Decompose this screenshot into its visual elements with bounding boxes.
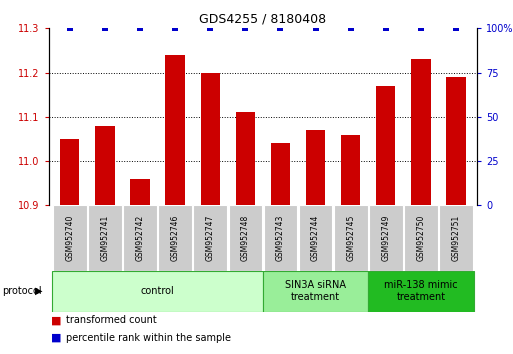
Text: GSM952742: GSM952742 xyxy=(135,215,145,261)
Text: ■: ■ xyxy=(51,315,62,325)
Text: GSM952740: GSM952740 xyxy=(65,215,74,261)
Text: GSM952741: GSM952741 xyxy=(101,215,109,261)
Text: control: control xyxy=(141,286,174,296)
Bar xyxy=(263,271,368,312)
Point xyxy=(66,25,74,31)
Text: GSM952746: GSM952746 xyxy=(171,215,180,261)
Bar xyxy=(88,205,122,271)
Text: ▶: ▶ xyxy=(34,286,42,296)
Text: ■: ■ xyxy=(51,333,62,343)
Bar xyxy=(60,139,80,205)
Text: GSM952751: GSM952751 xyxy=(451,215,461,261)
Point xyxy=(206,25,214,31)
Bar xyxy=(95,126,114,205)
Point xyxy=(382,25,390,31)
Point xyxy=(311,25,320,31)
Point xyxy=(136,25,144,31)
Bar xyxy=(123,205,157,271)
Bar xyxy=(306,130,325,205)
Text: GSM952743: GSM952743 xyxy=(276,215,285,261)
Bar xyxy=(369,205,403,271)
Point xyxy=(101,25,109,31)
Point xyxy=(417,25,425,31)
Text: transformed count: transformed count xyxy=(66,315,156,325)
Bar xyxy=(411,59,430,205)
Text: GSM952750: GSM952750 xyxy=(417,215,425,261)
Text: protocol: protocol xyxy=(3,286,42,296)
Bar xyxy=(404,205,438,271)
Point xyxy=(241,25,249,31)
Text: miR-138 mimic
treatment: miR-138 mimic treatment xyxy=(384,280,458,302)
Bar xyxy=(376,86,396,205)
Point xyxy=(347,25,355,31)
Bar xyxy=(201,73,220,205)
Bar xyxy=(130,179,150,205)
Bar xyxy=(235,112,255,205)
Bar xyxy=(334,205,367,271)
Bar xyxy=(341,135,360,205)
Point xyxy=(452,25,460,31)
Bar xyxy=(368,271,473,312)
Bar xyxy=(52,271,263,312)
Bar xyxy=(264,205,298,271)
Bar xyxy=(193,205,227,271)
Text: GSM952744: GSM952744 xyxy=(311,215,320,261)
Text: GSM952749: GSM952749 xyxy=(381,215,390,261)
Bar xyxy=(439,205,473,271)
Point xyxy=(277,25,285,31)
Point xyxy=(171,25,179,31)
Text: GSM952748: GSM952748 xyxy=(241,215,250,261)
Text: SIN3A siRNA
treatment: SIN3A siRNA treatment xyxy=(285,280,346,302)
Text: GSM952747: GSM952747 xyxy=(206,215,215,261)
Bar xyxy=(271,143,290,205)
Bar xyxy=(228,205,262,271)
Bar xyxy=(53,205,87,271)
Text: GSM952745: GSM952745 xyxy=(346,215,355,261)
Bar xyxy=(166,55,185,205)
Bar xyxy=(159,205,192,271)
Title: GDS4255 / 8180408: GDS4255 / 8180408 xyxy=(200,13,326,26)
Text: percentile rank within the sample: percentile rank within the sample xyxy=(66,333,231,343)
Bar xyxy=(446,77,466,205)
Bar xyxy=(299,205,332,271)
